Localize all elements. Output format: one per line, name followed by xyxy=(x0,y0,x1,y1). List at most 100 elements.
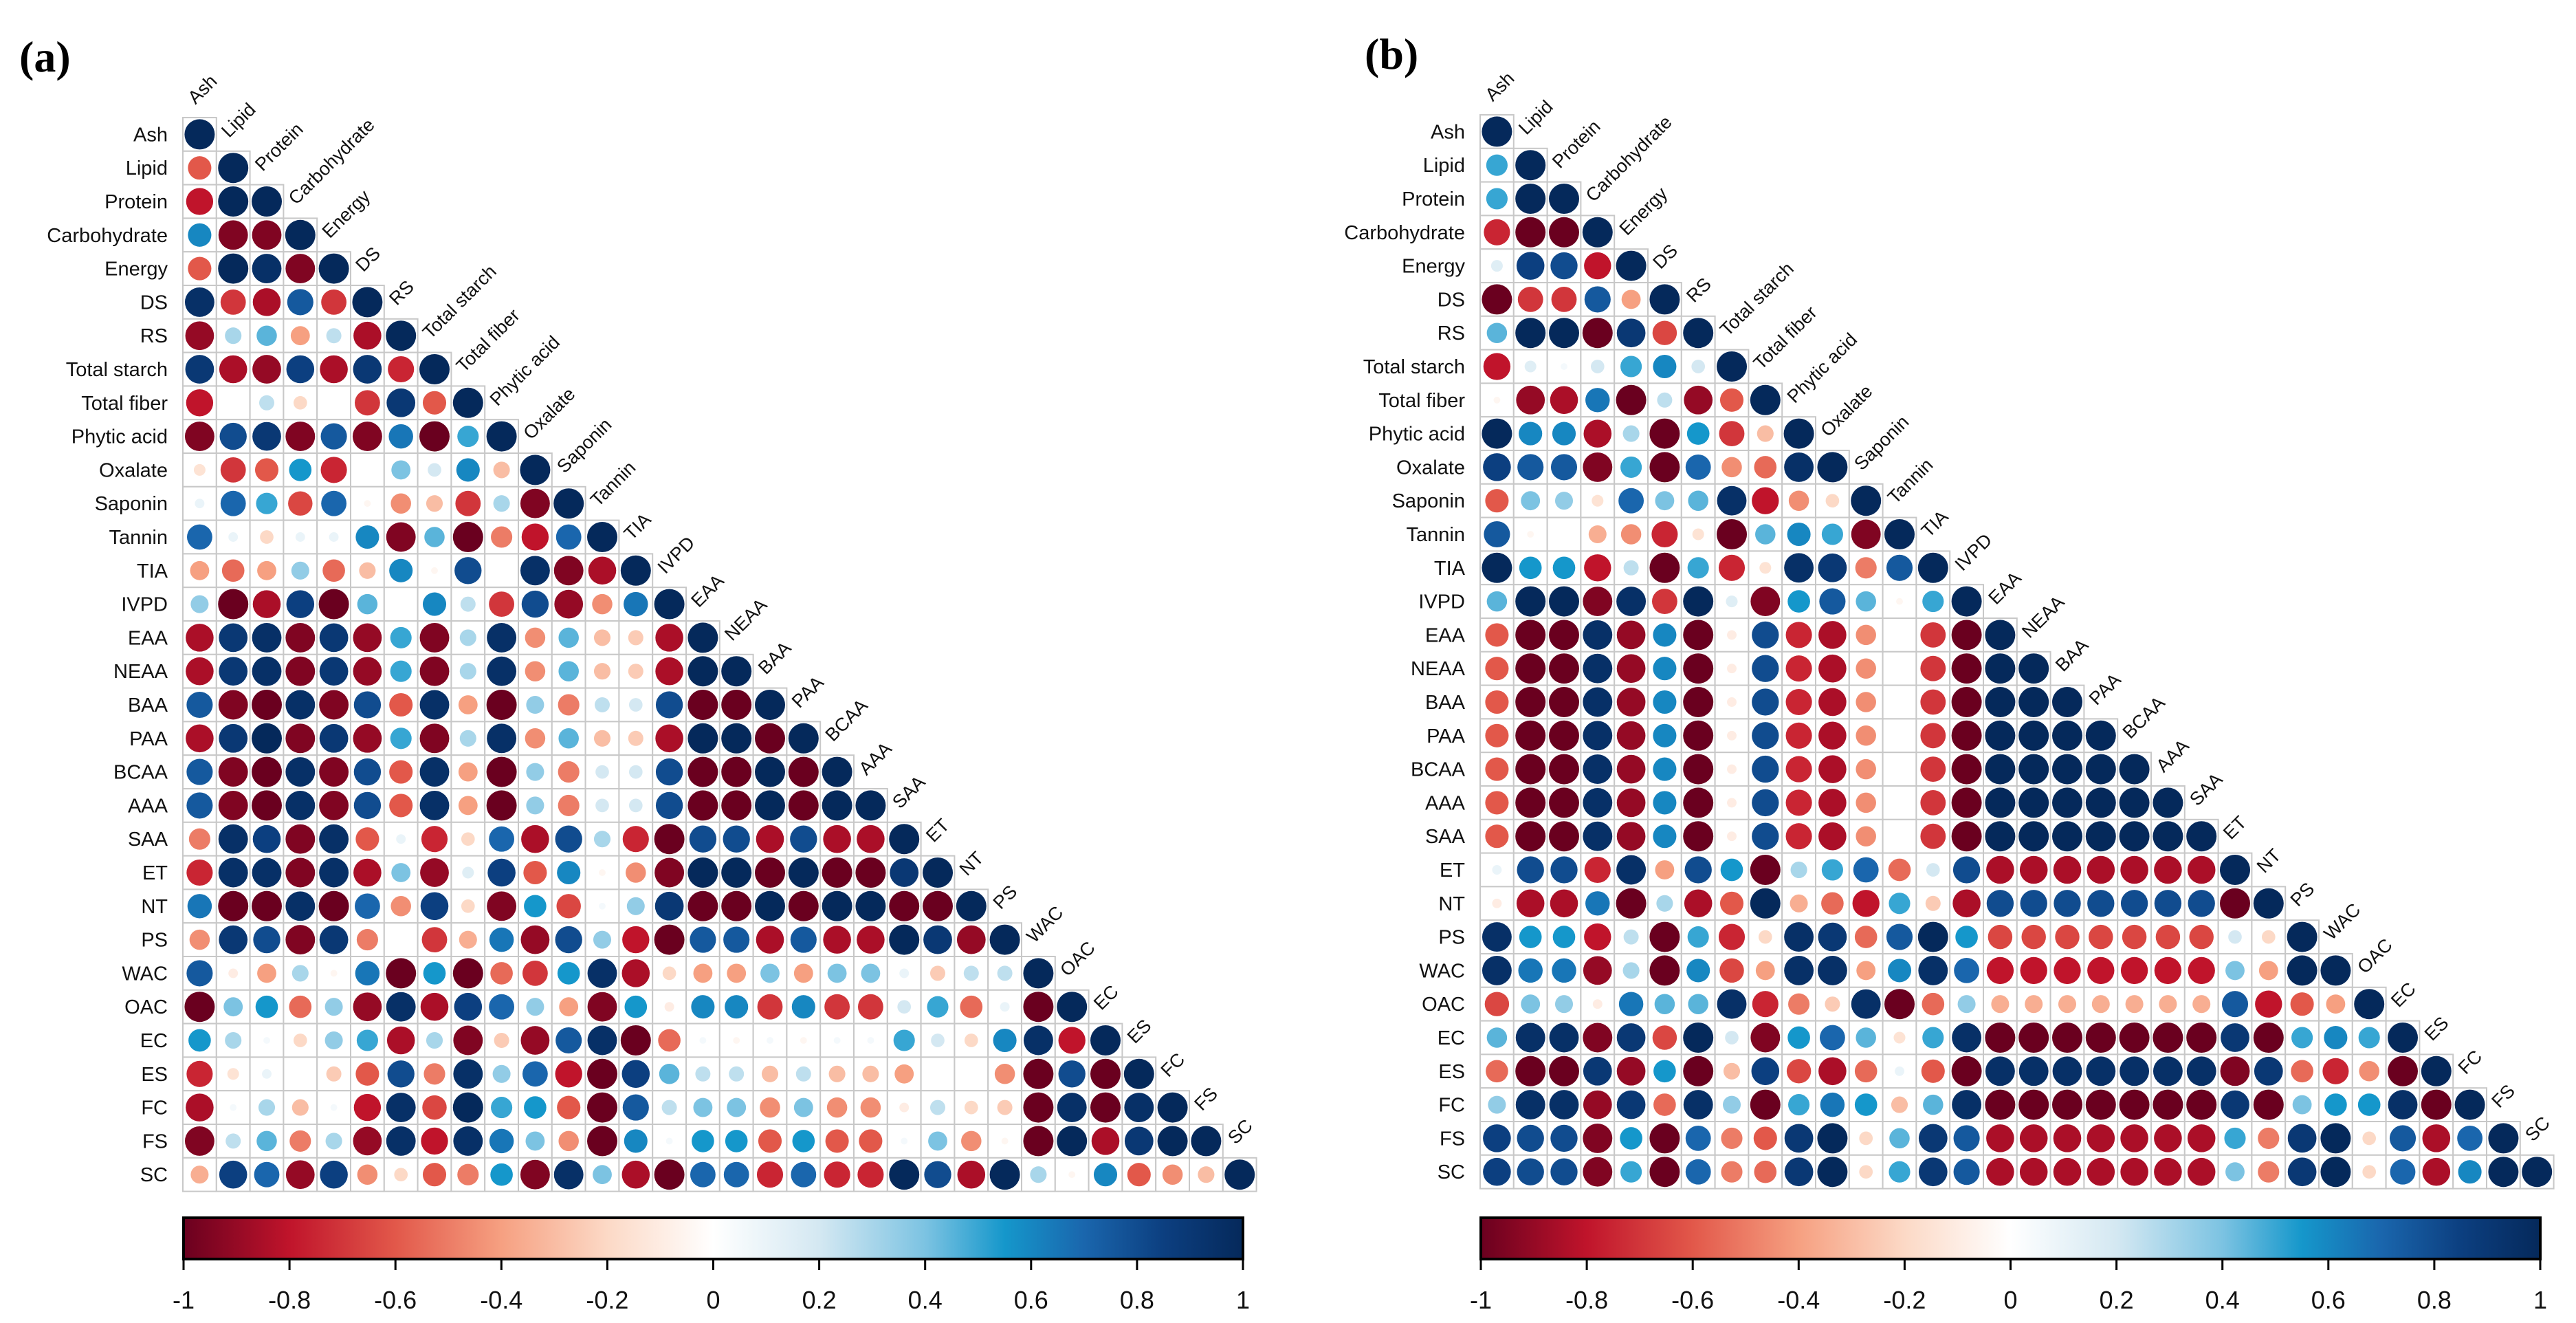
colorbar-tick-label: 0.2 xyxy=(802,1286,837,1314)
corr-circle-oxalate-phytic-acid xyxy=(1784,452,1814,482)
corr-circle-bcaa-total-starch xyxy=(1727,764,1737,774)
column-label: BAA xyxy=(2051,635,2092,675)
corr-circle-wac-neaa xyxy=(2020,956,2047,985)
corr-circle-oac-saponin xyxy=(559,997,579,1017)
corr-circle-wac-aaa xyxy=(2154,956,2182,985)
corr-circle-sc-fc xyxy=(1162,1164,1183,1185)
corr-circle-fc-nt xyxy=(964,1100,978,1115)
corr-circle-ivpd-oxalate xyxy=(521,590,549,618)
row-label: Energy xyxy=(104,259,168,281)
corr-circle-fs-neaa xyxy=(2019,1124,2048,1152)
corr-circle-et-tia xyxy=(626,862,646,883)
corr-circle-bcaa-total-starch xyxy=(419,757,450,787)
corr-circle-sc-energy xyxy=(1620,1161,1642,1183)
corr-circle-nt-neaa xyxy=(2020,890,2047,917)
corr-circle-saponin-total-starch xyxy=(426,495,443,512)
corr-circle-oac-energy xyxy=(1618,992,1644,1016)
corr-circle-wac-bcaa xyxy=(827,963,847,983)
corr-circle-fs-fs xyxy=(2488,1123,2519,1154)
corr-circle-protein-ash xyxy=(186,188,214,215)
corr-circle-eaa-protein xyxy=(252,622,282,653)
corr-circle-oxalate-total-fiber xyxy=(456,458,480,482)
corr-circle-fc-bcaa xyxy=(2119,1089,2150,1120)
corr-circle-tannin-phytic-acid xyxy=(1787,522,1811,547)
corr-circle-fs-baa xyxy=(758,1129,782,1153)
corr-circle-ps-ash xyxy=(1482,922,1512,952)
corr-circle-neaa-rs xyxy=(390,660,412,682)
colorbar-tick-label: 0 xyxy=(2003,1286,2017,1314)
grid-cell xyxy=(350,452,385,488)
corr-circle-saa-protein xyxy=(1549,821,1579,852)
corr-circle-bcaa-saponin xyxy=(558,761,580,783)
corr-circle-fc-nt xyxy=(2253,1089,2284,1120)
corr-circle-bcaa-phytic-acid xyxy=(486,756,517,787)
corr-circle-nt-aaa xyxy=(855,890,886,921)
corr-circle-fs-carbohydrate xyxy=(1583,1123,1613,1153)
corr-circle-tia-energy xyxy=(1623,560,1639,576)
grid-cell xyxy=(1882,785,1917,820)
corr-circle-oac-phytic-acid xyxy=(1788,993,1810,1015)
corr-circle-nt-baa xyxy=(755,890,785,921)
corr-circle-ps-total-starch xyxy=(1718,923,1746,950)
corr-circle-eaa-ash xyxy=(1485,623,1509,647)
column-label: EC xyxy=(2387,978,2420,1012)
corr-circle-phytic-acid-carbohydrate xyxy=(1583,419,1612,448)
corr-circle-baa-lipid xyxy=(218,690,248,720)
corr-circle-et-bcaa xyxy=(822,857,852,888)
row-label: Saponin xyxy=(95,493,168,515)
row-label: Ash xyxy=(1431,121,1465,143)
column-label: BAA xyxy=(754,637,795,678)
row-label: Oxalate xyxy=(1396,457,1465,479)
corr-circle-carbohydrate-protein xyxy=(1549,217,1579,248)
corr-circle-phytic-acid-energy xyxy=(320,423,347,450)
corr-circle-tannin-saponin xyxy=(1851,519,1881,549)
panel-a: (a)AshLipidProteinCarbohydrateEnergyDSRS… xyxy=(19,32,1257,1314)
row-label: IVPD xyxy=(121,594,168,616)
corr-circle-tannin-lipid xyxy=(1527,531,1534,538)
row-label: Energy xyxy=(1402,256,1465,278)
corr-circle-es-wac xyxy=(2322,1058,2349,1084)
corr-circle-bcaa-ivpd xyxy=(1951,754,1982,785)
corr-circle-tannin-ash xyxy=(186,524,212,550)
corr-circle-nt-saa xyxy=(2188,890,2215,917)
corr-circle-bcaa-eaa xyxy=(687,756,718,787)
corr-circle-fs-neaa xyxy=(725,1130,748,1152)
column-label: ES xyxy=(2421,1013,2453,1045)
corr-circle-baa-tia xyxy=(628,698,643,712)
corr-circle-fs-eaa xyxy=(1986,1124,2014,1152)
corr-circle-eaa-saponin xyxy=(558,627,579,648)
corr-circle-protein-ash xyxy=(1486,188,1508,210)
colorbar-tick-label: -0.2 xyxy=(1883,1286,1926,1314)
corr-circle-paa-total-fiber xyxy=(459,730,476,747)
corr-circle-oac-tia xyxy=(1922,992,1945,1016)
corr-circle-tannin-oxalate xyxy=(521,523,549,551)
corr-circle-wac-ps xyxy=(997,965,1013,981)
corr-circle-saa-bcaa xyxy=(823,824,851,853)
corr-circle-baa-phytic-acid xyxy=(486,690,517,720)
corr-circle-paa-tia xyxy=(628,730,643,746)
corr-circle-aaa-total-fiber xyxy=(1752,789,1779,817)
row-label: SAA xyxy=(1425,826,1466,848)
corr-circle-aaa-bcaa xyxy=(2119,787,2150,818)
corr-circle-saponin-energy xyxy=(1618,488,1644,514)
corr-circle-tannin-energy xyxy=(1620,524,1642,545)
column-label: EAA xyxy=(1984,567,2025,608)
corr-circle-lipid-lipid xyxy=(1515,150,1546,181)
corr-circle-wac-total-fiber xyxy=(1755,961,1775,981)
row-label: BCAA xyxy=(1411,759,1466,781)
corr-circle-ec-ec xyxy=(2388,1023,2418,1053)
row-label: Carbohydrate xyxy=(1344,222,1465,244)
corr-circle-neaa-eaa xyxy=(687,656,718,687)
corr-circle-sc-bcaa xyxy=(824,1161,850,1188)
row-label: Total starch xyxy=(66,359,168,381)
corr-circle-saa-tia xyxy=(622,826,649,853)
row-label: Ash xyxy=(133,124,168,146)
column-label: Lipid xyxy=(1515,96,1557,139)
corr-circle-ec-carbohydrate xyxy=(293,1034,307,1047)
corr-circle-ec-saa xyxy=(2186,1023,2217,1053)
corr-circle-ec-paa xyxy=(2085,1023,2116,1053)
corr-circle-neaa-oxalate xyxy=(525,661,546,681)
corr-circle-bcaa-carbohydrate xyxy=(285,757,316,787)
corr-circle-saponin-energy xyxy=(321,490,347,516)
corr-circle-tia-carbohydrate xyxy=(291,561,309,580)
